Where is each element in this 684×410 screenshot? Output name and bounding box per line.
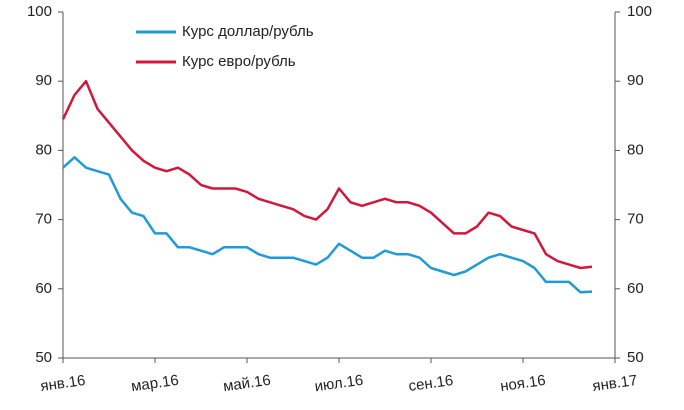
x-tick-label: ноя.16 xyxy=(499,372,547,395)
y2-tick-label: 60 xyxy=(627,280,644,297)
y-tick-label: 60 xyxy=(35,280,52,297)
x-tick-label: янв.17 xyxy=(591,372,638,395)
x-tick-label: мар.16 xyxy=(130,372,180,395)
y2-tick-label: 90 xyxy=(627,72,644,89)
y-tick-label: 70 xyxy=(35,211,52,228)
line-series xyxy=(61,79,593,270)
y-tick-label: 100 xyxy=(27,3,52,20)
y-tick-label: 50 xyxy=(35,349,52,366)
y2-tick-label: 70 xyxy=(627,211,644,228)
x-tick-label: июл.16 xyxy=(314,372,365,396)
line-series xyxy=(62,156,593,294)
y2-tick-label: 50 xyxy=(627,349,644,366)
y-tick-label: 80 xyxy=(35,141,52,158)
legend-label: Курс евро/рубль xyxy=(182,53,296,70)
y-tick-label: 90 xyxy=(35,72,52,89)
y2-tick-label: 80 xyxy=(627,141,644,158)
y2-tick-label: 100 xyxy=(627,3,652,20)
legend-label: Курс доллар/рубль xyxy=(182,23,314,40)
x-tick-label: май.16 xyxy=(222,372,272,395)
x-tick-label: янв.16 xyxy=(39,372,86,395)
x-tick-label: сен.16 xyxy=(407,372,454,395)
